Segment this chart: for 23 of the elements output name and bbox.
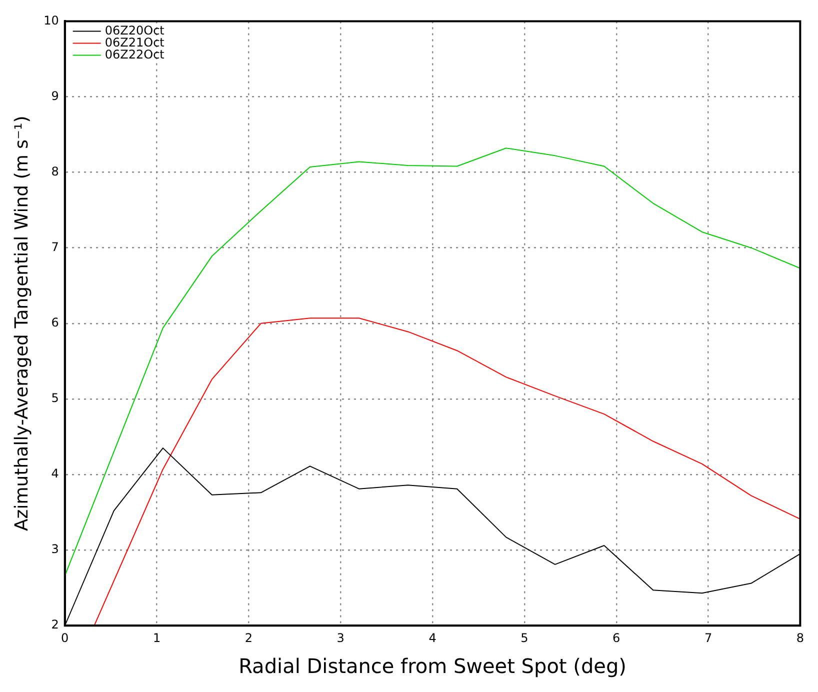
x-axis-title: Radial Distance from Sweet Spot (deg) bbox=[238, 654, 626, 678]
x-tick-label: 3 bbox=[336, 630, 344, 645]
y-tick-label: 9 bbox=[51, 88, 59, 103]
y-tick-label: 2 bbox=[51, 618, 59, 632]
x-tick-label: 1 bbox=[152, 630, 161, 645]
x-tick-label: 6 bbox=[612, 630, 620, 645]
legend-label: 06Z20Oct bbox=[104, 23, 165, 38]
legend-label: 06Z21Oct bbox=[104, 35, 165, 50]
y-tick-label: 4 bbox=[51, 466, 59, 481]
x-tick-label: 5 bbox=[520, 630, 528, 645]
y-tick-label: 6 bbox=[51, 316, 59, 330]
y-axis-title: Azimuthally-Averaged Tangential Wind (m s⁻¹) bbox=[11, 116, 32, 532]
y-tick-label: 10 bbox=[44, 13, 59, 28]
x-tick-label: 8 bbox=[796, 630, 804, 645]
x-tick-label: 7 bbox=[704, 630, 712, 645]
y-tick-label: 5 bbox=[51, 391, 59, 406]
x-tick-label: 2 bbox=[244, 630, 253, 645]
y-tick-label: 3 bbox=[51, 542, 59, 556]
x-tick-label: 4 bbox=[428, 630, 436, 645]
legend-label: 06Z22Oct bbox=[104, 47, 165, 62]
y-tick-label: 8 bbox=[51, 164, 59, 178]
x-tick-label: 0 bbox=[61, 630, 69, 645]
y-tick-label: 7 bbox=[51, 240, 59, 254]
